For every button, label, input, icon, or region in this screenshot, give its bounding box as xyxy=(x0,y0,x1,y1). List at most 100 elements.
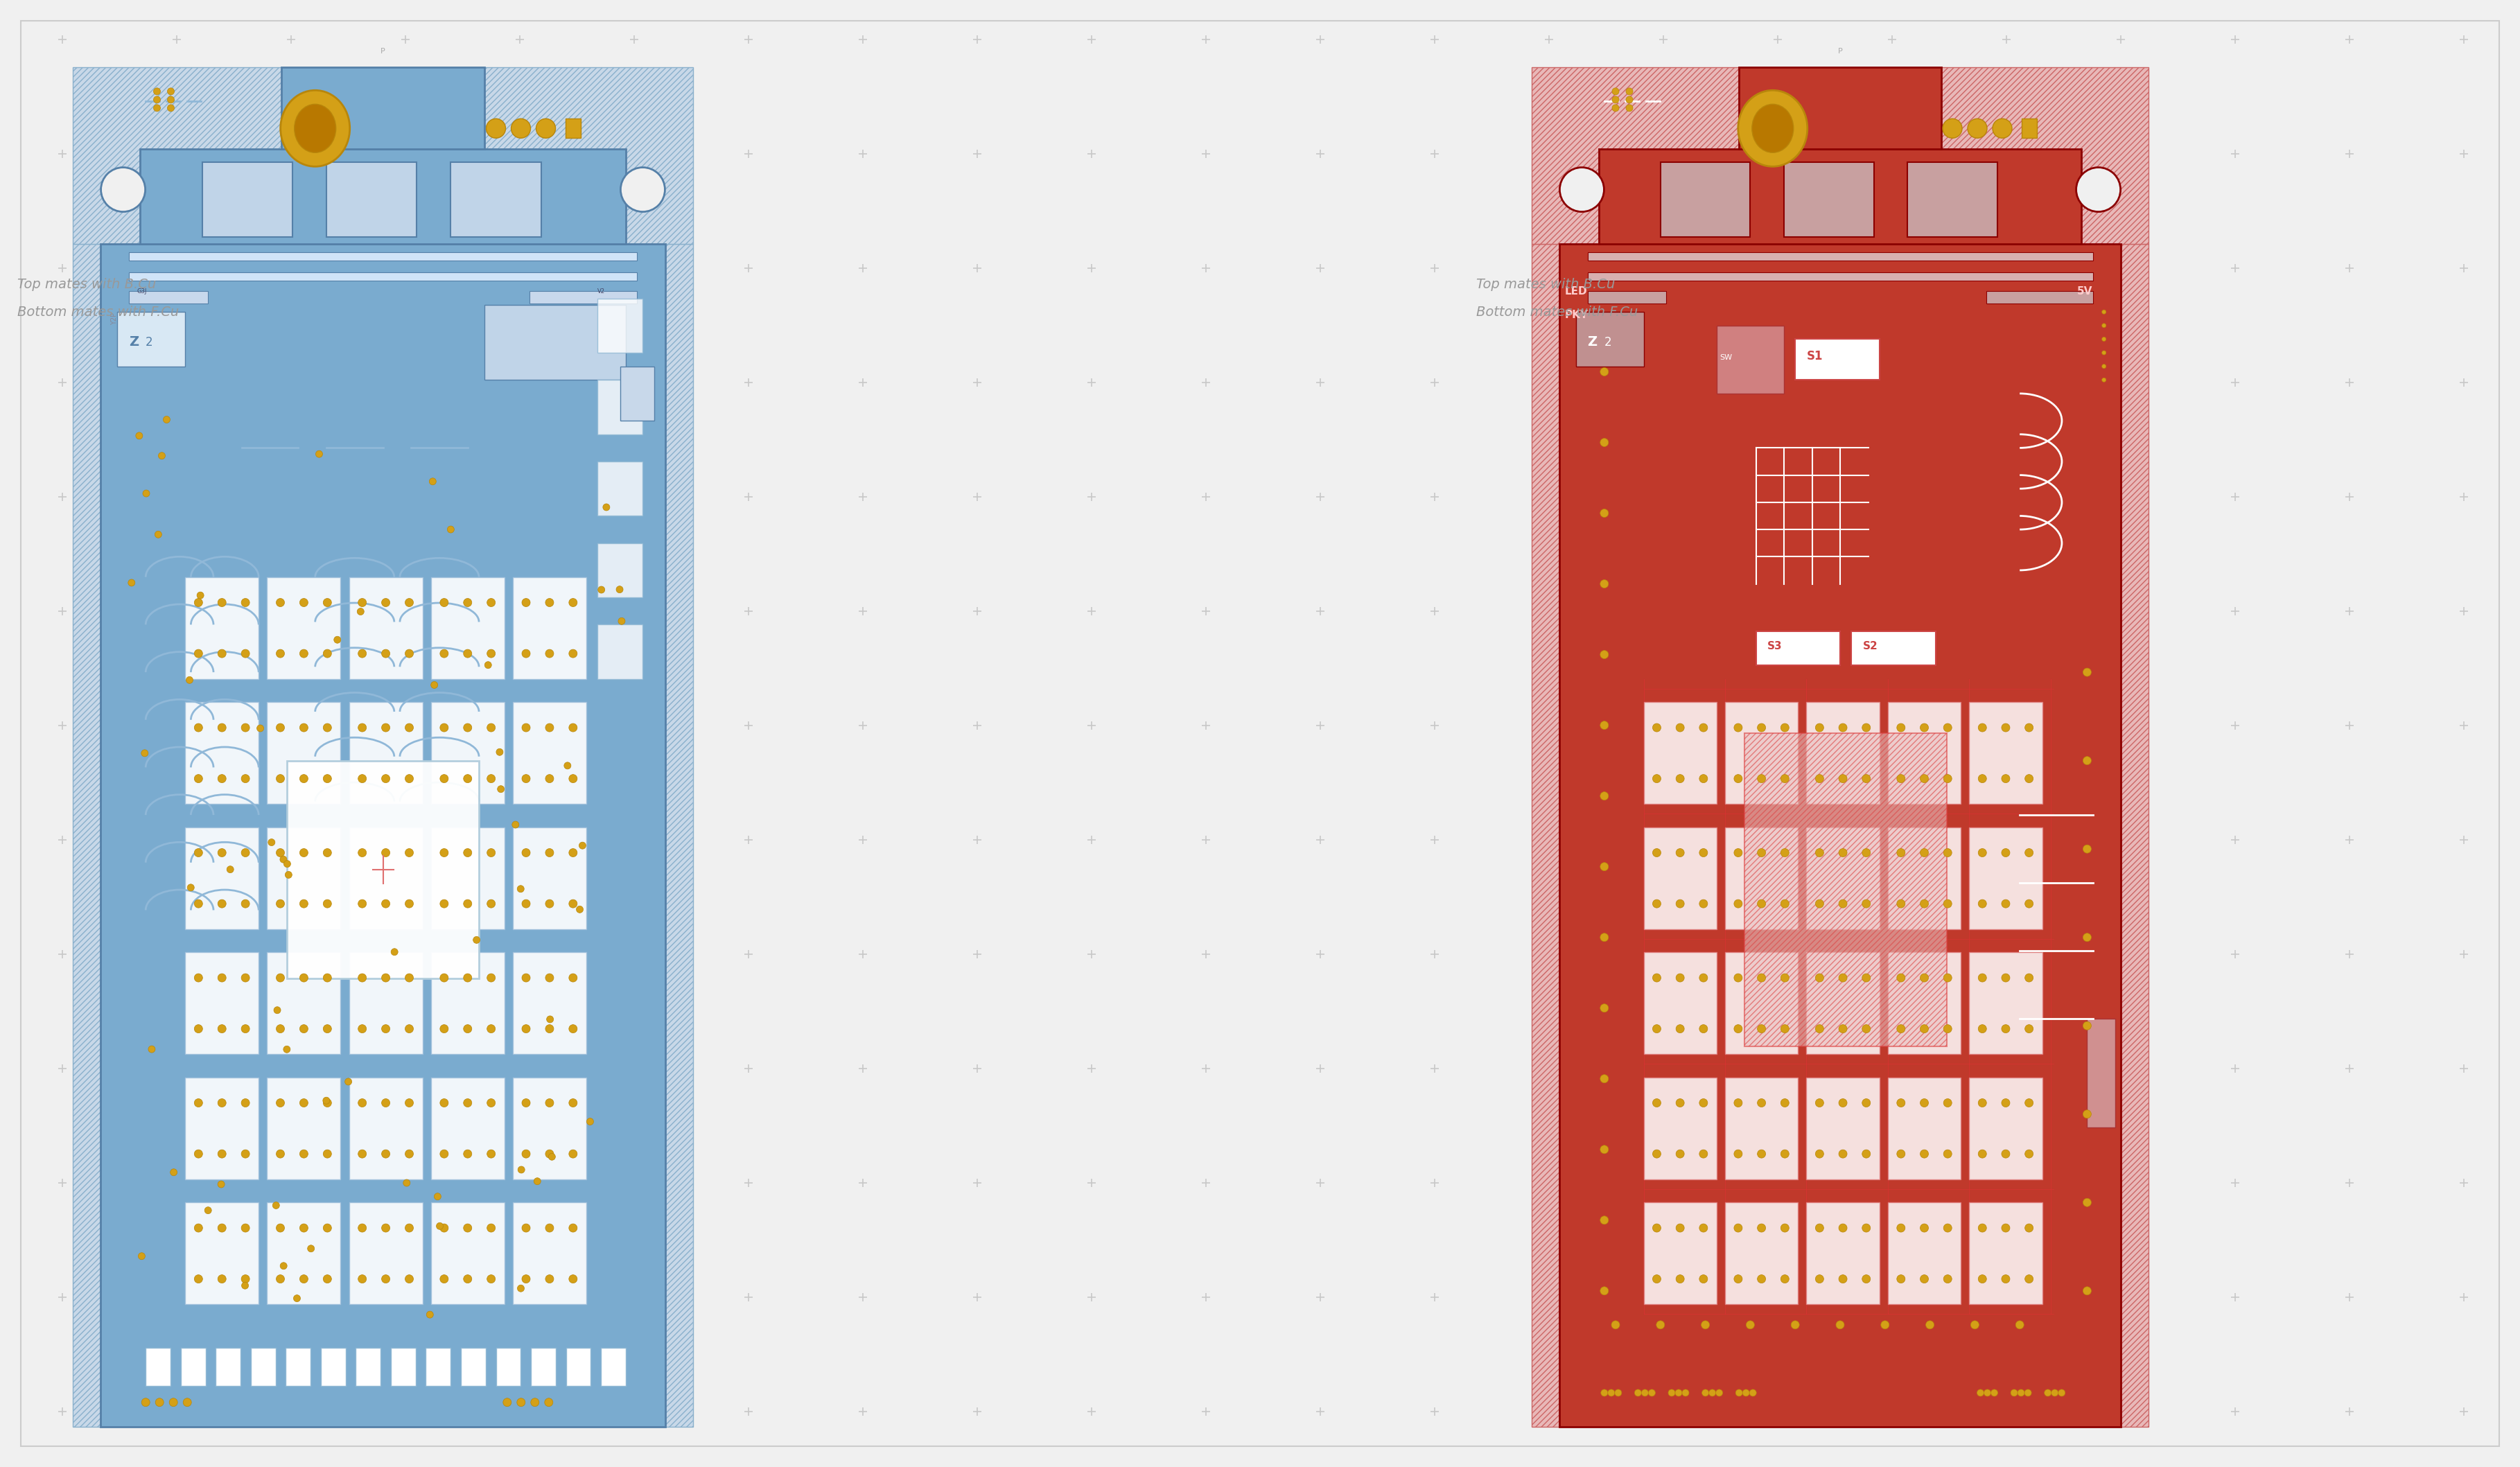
Text: S3: S3 xyxy=(1767,641,1782,651)
Circle shape xyxy=(141,1398,149,1407)
Circle shape xyxy=(242,650,249,657)
Circle shape xyxy=(194,650,202,657)
Circle shape xyxy=(2026,723,2034,732)
Circle shape xyxy=(1792,1320,1799,1329)
Bar xyxy=(350,827,423,929)
Circle shape xyxy=(217,1181,224,1188)
Circle shape xyxy=(522,650,529,657)
Circle shape xyxy=(217,1223,227,1232)
Circle shape xyxy=(534,1178,542,1185)
Circle shape xyxy=(1600,579,1608,588)
Circle shape xyxy=(227,866,234,873)
Circle shape xyxy=(1698,899,1709,908)
Circle shape xyxy=(1653,974,1661,981)
Text: G3J: G3J xyxy=(136,289,146,295)
Circle shape xyxy=(217,974,227,981)
Circle shape xyxy=(194,775,202,783)
Circle shape xyxy=(537,119,554,138)
Bar xyxy=(620,367,655,421)
Circle shape xyxy=(1698,775,1709,783)
Circle shape xyxy=(1983,1389,1991,1397)
Circle shape xyxy=(406,599,413,607)
Circle shape xyxy=(1782,974,1789,981)
Circle shape xyxy=(1943,1150,1953,1157)
Circle shape xyxy=(257,725,265,732)
Circle shape xyxy=(242,723,249,732)
Circle shape xyxy=(323,1275,333,1284)
Bar xyxy=(252,1348,275,1386)
Circle shape xyxy=(570,848,577,857)
Circle shape xyxy=(426,1311,433,1317)
Bar xyxy=(282,67,484,148)
Bar xyxy=(431,827,504,929)
Circle shape xyxy=(1600,933,1608,942)
Bar xyxy=(267,1203,340,1304)
Bar xyxy=(181,1348,207,1386)
Circle shape xyxy=(277,1150,285,1157)
Circle shape xyxy=(484,662,491,669)
Circle shape xyxy=(522,974,529,981)
Circle shape xyxy=(1600,863,1608,871)
Circle shape xyxy=(381,650,391,657)
Circle shape xyxy=(1709,1389,1716,1397)
Circle shape xyxy=(1978,974,1986,981)
Text: LED: LED xyxy=(1565,286,1588,296)
Bar xyxy=(597,380,643,434)
Circle shape xyxy=(1756,1275,1767,1284)
Circle shape xyxy=(217,848,227,857)
Circle shape xyxy=(1943,974,1953,981)
Circle shape xyxy=(486,899,496,908)
Circle shape xyxy=(1943,723,1953,732)
Circle shape xyxy=(277,848,285,857)
Circle shape xyxy=(300,775,307,783)
Circle shape xyxy=(149,1046,156,1053)
Bar xyxy=(529,292,638,304)
Circle shape xyxy=(464,723,471,732)
Circle shape xyxy=(486,848,496,857)
Circle shape xyxy=(1734,775,1741,783)
Circle shape xyxy=(1920,1099,1928,1108)
Circle shape xyxy=(1898,848,1905,857)
Circle shape xyxy=(486,1150,496,1157)
Circle shape xyxy=(1600,1075,1608,1083)
Bar xyxy=(320,1348,345,1386)
Circle shape xyxy=(358,609,363,615)
Circle shape xyxy=(194,1150,202,1157)
Circle shape xyxy=(333,637,340,643)
Bar xyxy=(431,703,504,804)
Circle shape xyxy=(217,1099,227,1108)
Circle shape xyxy=(1635,1389,1641,1397)
Circle shape xyxy=(1782,1275,1789,1284)
Bar xyxy=(1852,631,1935,666)
Circle shape xyxy=(1653,1275,1661,1284)
Bar xyxy=(496,1348,522,1386)
Circle shape xyxy=(358,1024,365,1033)
Circle shape xyxy=(1600,1003,1608,1012)
Bar xyxy=(1968,1203,2041,1304)
Bar xyxy=(129,292,207,304)
Bar xyxy=(1986,292,2092,304)
Circle shape xyxy=(1701,1389,1709,1397)
Circle shape xyxy=(1615,1389,1623,1397)
Bar xyxy=(328,163,416,238)
Circle shape xyxy=(2011,1389,2019,1397)
Circle shape xyxy=(154,97,161,103)
Circle shape xyxy=(1613,97,1618,103)
Circle shape xyxy=(1840,1275,1847,1284)
Circle shape xyxy=(1943,775,1953,783)
Bar xyxy=(484,305,625,380)
Circle shape xyxy=(1978,1024,1986,1033)
Bar xyxy=(267,1077,340,1179)
Circle shape xyxy=(441,899,449,908)
Circle shape xyxy=(358,650,365,657)
Circle shape xyxy=(1734,1024,1741,1033)
Circle shape xyxy=(1625,104,1633,111)
Circle shape xyxy=(544,848,554,857)
Circle shape xyxy=(2026,1099,2034,1108)
Circle shape xyxy=(282,1046,290,1053)
Circle shape xyxy=(441,1099,449,1108)
Circle shape xyxy=(1600,792,1608,800)
Circle shape xyxy=(166,88,174,95)
Circle shape xyxy=(1943,1223,1953,1232)
Circle shape xyxy=(486,650,496,657)
